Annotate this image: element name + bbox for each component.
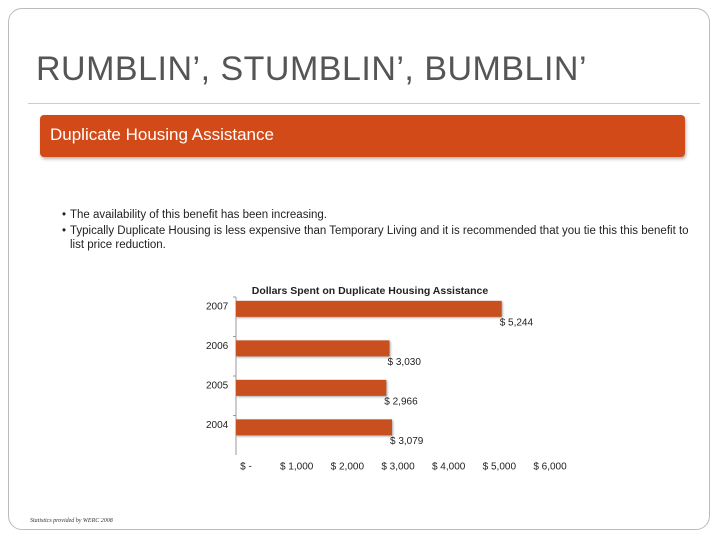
y-tick-label: 2007 [206,301,229,312]
title-rule [28,103,700,104]
y-tick-label: 2005 [206,380,229,391]
footnote: Statistics provided by WERC 2008 [30,518,113,524]
value-label: $ 2,966 [384,396,418,407]
y-tick-label: 2006 [206,341,229,352]
bar [236,340,390,357]
x-tick-label: $ 6,000 [533,462,567,473]
value-label: $ 3,030 [388,357,422,368]
x-tick-label: $ 4,000 [432,462,466,473]
bar [236,379,387,396]
bar [236,419,393,436]
x-tick-label: $ 1,000 [280,462,314,473]
slide-frame [8,8,710,530]
x-tick-label: $ 2,000 [331,462,365,473]
y-tick-label: 2004 [206,420,229,431]
x-tick-label: $ 3,000 [381,462,415,473]
banner: Duplicate Housing Assistance [40,115,685,157]
x-tick-label: $ - [240,462,252,473]
x-tick-label: $ 5,000 [483,462,517,473]
value-label: $ 3,079 [390,436,424,447]
slide-title: RUMBLIN’, STUMBLIN’, BUMBLIN’ [36,50,588,88]
value-label: $ 5,244 [500,317,534,328]
bar [236,300,502,317]
bullet-list: The availability of this benefit has bee… [58,208,698,254]
banner-text: Duplicate Housing Assistance [50,125,274,144]
bullet: The availability of this benefit has bee… [58,208,698,222]
bullet: Typically Duplicate Housing is less expe… [58,224,698,252]
chart-title: Dollars Spent on Duplicate Housing Assis… [252,285,489,297]
